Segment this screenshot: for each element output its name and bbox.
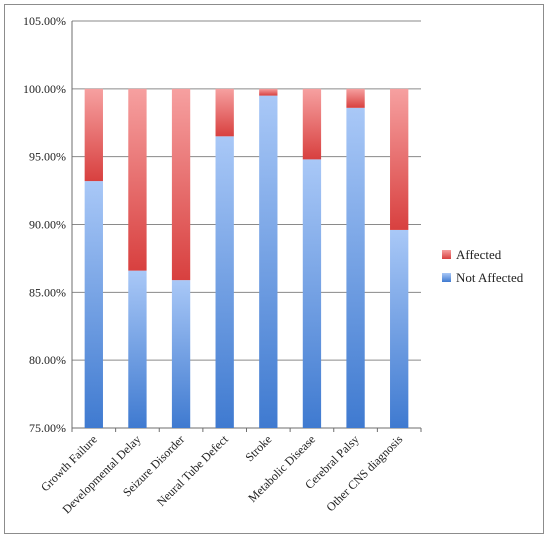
bar-not-affected [215,136,234,429]
bar-not-affected [128,270,147,428]
y-tick-label: 90.00% [29,218,66,232]
y-tick-label: 105.00% [23,14,66,28]
bars [84,88,409,429]
y-tick-label: 95.00% [29,150,66,164]
bar-affected [128,88,147,271]
bar-affected [390,88,409,230]
bar-affected [171,88,191,281]
bar-affected [215,88,234,137]
x-category-label: Stroke [242,432,274,464]
bar-not-affected [259,95,278,428]
y-tick-label: 75.00% [29,421,66,435]
legend-label: Not Affected [456,270,524,285]
legend-swatch [442,250,451,259]
bar-not-affected [84,181,103,428]
x-category-label: Other CNS diagnosis [323,432,405,514]
legend-label: Affected [456,247,502,262]
bar-not-affected [302,159,322,428]
y-tick-label: 80.00% [29,353,66,367]
gridlines [72,20,421,429]
legend-swatch [442,273,451,282]
legend: Affected Not Affected [442,247,524,285]
bar-affected [302,88,322,160]
bar-affected [346,88,365,108]
bar-not-affected [346,107,365,429]
bar-not-affected [171,280,191,428]
y-tick-label: 85.00% [29,285,66,299]
bar-not-affected [390,229,409,428]
bar-affected [259,88,278,96]
bar-affected [84,88,103,182]
x-category-label: Developmental Delay [59,432,143,516]
axes [71,21,422,432]
y-tick-label: 100.00% [23,82,66,96]
